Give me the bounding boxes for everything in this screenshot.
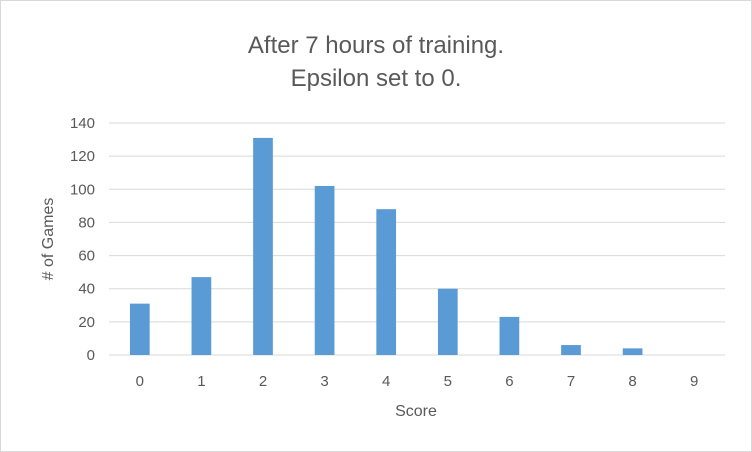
bar-4 [376, 209, 397, 355]
gridlines [109, 122, 725, 356]
bar-1 [191, 277, 212, 355]
y-tick-label-140: 140 [70, 115, 95, 132]
y-tick-label-120: 120 [70, 148, 95, 165]
chart-title-line-2: Epsilon set to 0. [291, 65, 462, 92]
x-tick-label-2: 2 [259, 373, 267, 390]
bar-0 [129, 303, 150, 355]
bars [129, 137, 643, 355]
x-axis-label: Score [395, 403, 437, 420]
y-tick-label-0: 0 [87, 347, 95, 364]
y-tick-label-40: 40 [78, 281, 95, 298]
y-tick-label-20: 20 [78, 314, 95, 331]
x-tick-label-4: 4 [382, 373, 390, 390]
y-tick-label-100: 100 [70, 181, 95, 198]
y-tick-label-80: 80 [78, 214, 95, 231]
x-tick-label-6: 6 [505, 373, 513, 390]
bar-6 [499, 316, 520, 355]
bar-7 [561, 345, 581, 355]
bar-5 [437, 288, 458, 355]
chart-title-line-1: After 7 hours of training. [248, 32, 504, 59]
y-axis-label: # of Games [40, 198, 57, 281]
x-tick-label-1: 1 [197, 373, 205, 390]
bar-2 [253, 137, 273, 355]
x-tick-label-5: 5 [444, 373, 452, 390]
x-tick-label-3: 3 [320, 373, 328, 390]
y-tick-labels: 0 20 40 60 80 100 120 140 [70, 115, 95, 364]
bar-3 [314, 185, 335, 355]
x-tick-label-8: 8 [628, 373, 636, 390]
x-tick-label-7: 7 [567, 373, 575, 390]
x-tick-labels: 0 1 2 3 4 5 6 7 8 9 [136, 373, 699, 390]
x-tick-label-0: 0 [136, 373, 144, 390]
y-tick-label-60: 60 [78, 248, 95, 265]
bar-8 [622, 348, 643, 355]
x-tick-label-9: 9 [690, 373, 698, 390]
